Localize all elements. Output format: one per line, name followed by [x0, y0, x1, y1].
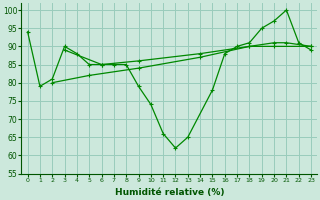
X-axis label: Humidité relative (%): Humidité relative (%) — [115, 188, 224, 197]
